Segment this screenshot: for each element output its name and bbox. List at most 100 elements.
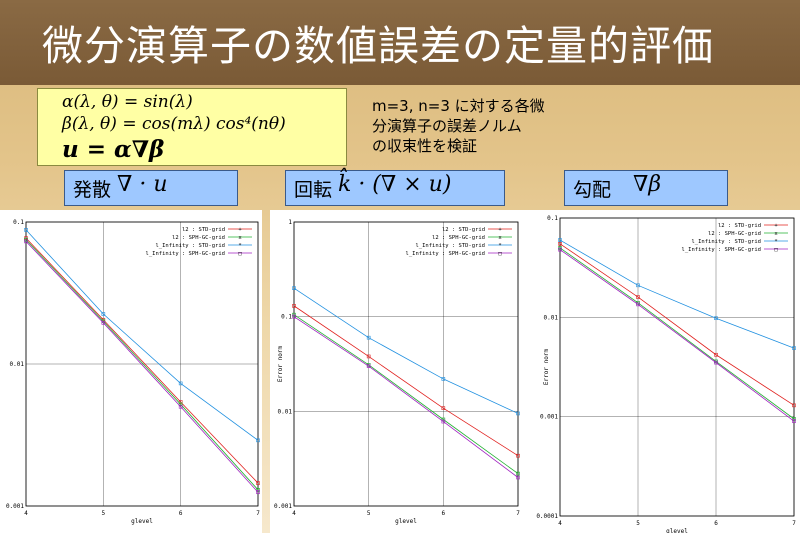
data-point: [792, 419, 796, 424]
label-gradient-math: ∇β: [633, 172, 662, 197]
data-point: [558, 247, 562, 252]
data-point: [101, 312, 106, 316]
x-tick-label: 6: [179, 510, 183, 517]
data-point: [178, 404, 183, 409]
data-point: [558, 238, 562, 242]
y-tick-label: 0.01: [10, 361, 25, 368]
legend-marker: *: [774, 239, 777, 245]
series-line-0: [293, 305, 519, 457]
data-point: [178, 400, 183, 404]
label-gradient: 勾配 ∇β: [564, 170, 728, 206]
series-line-1: [25, 239, 259, 491]
data-point: [256, 490, 260, 495]
chart-gradient: 4 5 6 7 0.1 0.01 0.001 0.0001 glevel Error norm l2…: [536, 215, 796, 533]
data-point: [178, 402, 183, 407]
label-divergence-text: 発散: [73, 179, 112, 201]
data-point: [636, 302, 640, 307]
data-point: [256, 488, 260, 492]
formula-alpha: α(λ, θ) = sin(λ): [62, 92, 193, 112]
series-line-3: [293, 316, 519, 478]
legend-marker: x: [774, 231, 778, 237]
data-point: [292, 312, 296, 317]
data-point: [516, 453, 520, 458]
legend-marker: x: [238, 235, 242, 241]
data-point: [714, 352, 718, 357]
legend-label: l_Infinity : SPH-GC-grid: [682, 247, 761, 253]
y-tick-label: 0.01: [544, 314, 559, 321]
chart-divergence: 4 5 6 7 0.1 0.01 0.001 glevel l2 : STD-grid + l2 :…: [6, 219, 260, 525]
data-point: [792, 417, 796, 421]
data-point: [24, 239, 28, 244]
legend-label: l2 : STD-grid: [182, 227, 225, 233]
data-point: [792, 346, 796, 350]
label-rotation-text: 回転: [294, 179, 333, 201]
data-point: [178, 381, 183, 386]
data-point: [101, 321, 106, 325]
x-tick-label: 7: [256, 510, 260, 517]
x-axis-label: glevel: [131, 518, 153, 525]
data-point: [441, 417, 446, 422]
note-line-2: 分演算子の誤差ノルム: [372, 117, 522, 135]
legend-label: l_Infinity : SPH-GC-grid: [146, 251, 225, 257]
y-tick-label: 0.1: [13, 219, 24, 226]
y-tick-label: 0.0001: [536, 513, 558, 520]
y-tick-label: 0.01: [278, 408, 293, 415]
legend-label: l_Infinity : STD-grid: [691, 239, 761, 245]
data-point: [516, 475, 520, 480]
series-line-0: [25, 237, 259, 484]
x-tick-label: 4: [292, 510, 296, 517]
data-point: [558, 241, 562, 246]
legend-label: l2 : STD-grid: [442, 227, 485, 233]
x-tick-label: 5: [102, 510, 106, 517]
y-axis-label: Error norm: [277, 346, 284, 383]
label-divergence-math: ∇ · u: [117, 172, 168, 197]
plot-frame: [293, 221, 519, 507]
chart-panel-divergence: 4 5 6 7 0.1 0.01 0.001 glevel l2 : STD-grid + l2 :…: [0, 210, 262, 533]
data-point: [636, 283, 640, 288]
legend-marker: □: [498, 251, 502, 257]
series-line-1: [293, 314, 519, 474]
series-line-2: [293, 287, 519, 414]
y-tick-label: 1: [288, 219, 292, 226]
x-tick-label: 6: [714, 520, 718, 527]
formula-box: α(λ, θ) = sin(λ) β(λ, θ) = cos(mλ) cos⁴(…: [37, 88, 347, 166]
data-point: [366, 335, 371, 340]
data-point: [714, 360, 718, 365]
legend-label: l2 : STD-grid: [718, 223, 761, 229]
legend-label: l_Infinity : SPH-GC-grid: [406, 251, 485, 257]
label-gradient-text: 勾配: [573, 179, 612, 201]
data-point: [292, 314, 296, 319]
series-line-3: [25, 241, 259, 493]
x-tick-label: 6: [442, 510, 446, 517]
data-point: [256, 481, 260, 485]
x-axis-label: glevel: [395, 518, 417, 525]
plot-frame: [559, 217, 795, 517]
chart-panel-gradient: 4 5 6 7 0.1 0.01 0.001 0.0001 glevel Error norm l2…: [522, 210, 800, 533]
series-line-0: [559, 243, 795, 406]
legend-label: l_Infinity : STD-grid: [155, 243, 225, 249]
legend-label: l2 : SPH-GC-grid: [708, 231, 761, 237]
data-point: [636, 295, 640, 299]
data-point: [792, 403, 796, 408]
formula-u: u = α∇β: [62, 136, 165, 163]
note-line-3: の収束性を検証: [372, 137, 478, 155]
data-point: [441, 419, 446, 424]
data-point: [516, 471, 520, 476]
data-point: [714, 316, 718, 321]
y-tick-label: 0.001: [540, 414, 558, 421]
data-point: [366, 354, 371, 359]
note-line-1: m=3, n=3 に対する各微: [372, 97, 545, 115]
legend-label: l2 : SPH-GC-grid: [172, 235, 225, 241]
series-line-2: [25, 229, 259, 441]
label-rotation-math: k̂ · (∇ × u): [338, 172, 452, 197]
data-point: [256, 438, 260, 443]
x-tick-label: 7: [792, 520, 796, 527]
x-axis-label: glevel: [666, 528, 688, 533]
data-point: [292, 286, 296, 290]
label-rotation: 回転 k̂ · (∇ × u): [285, 170, 505, 206]
legend-marker: +: [774, 223, 778, 229]
y-tick-label: 0.1: [547, 215, 558, 222]
data-point: [441, 406, 446, 410]
legend-marker: +: [498, 227, 502, 233]
legend-label: l2 : SPH-GC-grid: [432, 235, 485, 241]
